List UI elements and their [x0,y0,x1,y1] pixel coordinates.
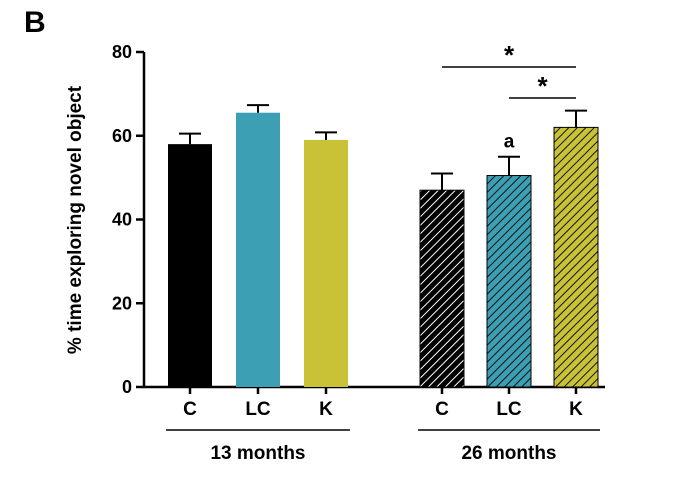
y-tick-label: 40 [112,210,132,230]
bar [553,126,599,388]
bar [486,175,532,388]
category-label: LC [245,399,271,420]
significance-letter: a [504,132,515,153]
group-label: 13 months [210,443,305,464]
panel-label: B [24,6,46,39]
category-label: C [183,399,197,420]
category-label: K [569,399,583,420]
category-label: K [319,399,333,420]
bar [304,139,348,387]
bar [236,112,280,387]
category-label: LC [496,399,522,420]
y-tick-label: 80 [112,42,132,62]
significance-star: * [504,40,515,70]
y-tick-label: 0 [122,377,132,397]
category-label: C [435,399,449,420]
bar [168,144,212,387]
y-tick-label: 60 [112,126,132,146]
bar [419,189,465,388]
y-tick-label: 20 [112,293,132,313]
significance-star: * [537,71,548,101]
group-label: 26 months [461,443,556,464]
